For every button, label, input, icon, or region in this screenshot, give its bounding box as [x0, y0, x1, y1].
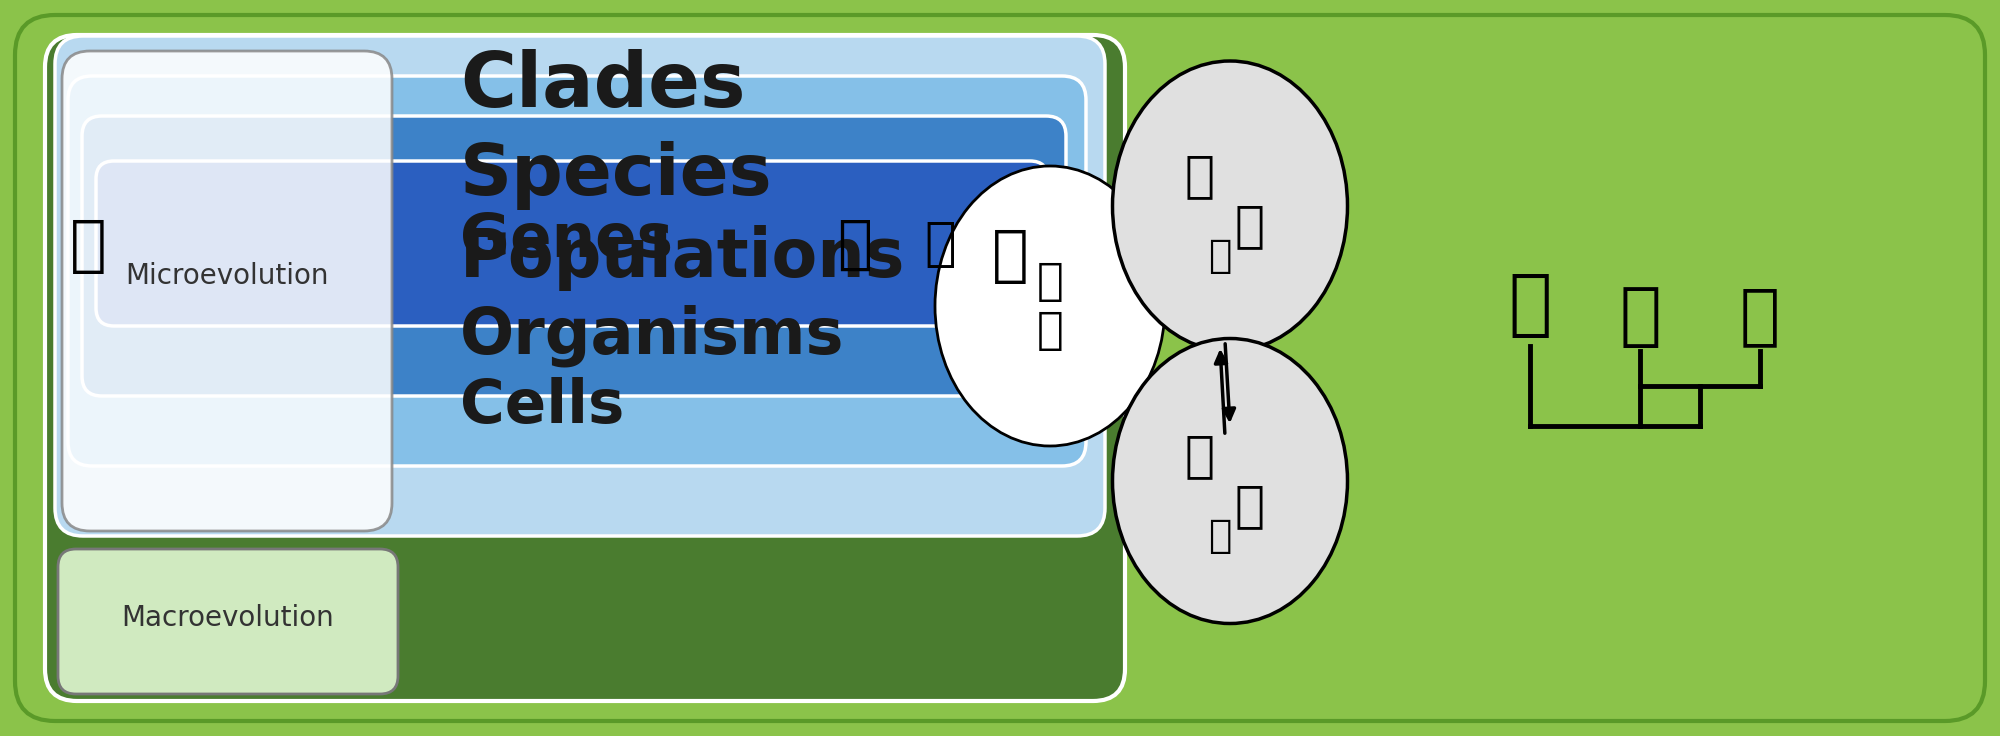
Text: 🦖: 🦖 [1184, 432, 1216, 480]
Text: Species: Species [460, 141, 772, 210]
Text: 🦖: 🦖 [1208, 517, 1232, 555]
FancyBboxPatch shape [56, 36, 1104, 536]
Text: 🦖: 🦖 [70, 216, 106, 275]
FancyBboxPatch shape [58, 549, 398, 694]
Text: 🦃: 🦃 [1740, 283, 1780, 349]
Text: 🦖: 🦖 [1236, 202, 1266, 250]
Ellipse shape [1112, 339, 1348, 623]
Text: 🦖: 🦖 [1208, 237, 1232, 275]
Text: 🦖: 🦖 [992, 227, 1028, 286]
Text: 🦖: 🦖 [1184, 152, 1216, 200]
Text: Macroevolution: Macroevolution [122, 604, 334, 632]
Ellipse shape [936, 166, 1164, 446]
FancyBboxPatch shape [44, 35, 1124, 701]
Text: Populations: Populations [460, 225, 906, 291]
Text: 🦠: 🦠 [924, 218, 956, 270]
FancyBboxPatch shape [62, 51, 392, 531]
Text: Microevolution: Microevolution [126, 262, 328, 290]
Text: 🦖
🦖: 🦖 🦖 [1036, 260, 1064, 353]
Ellipse shape [1112, 61, 1348, 351]
Text: 🦖: 🦖 [1620, 283, 1660, 350]
Text: Genes: Genes [460, 211, 672, 271]
FancyBboxPatch shape [96, 161, 1048, 326]
Text: Cells: Cells [460, 377, 624, 436]
FancyBboxPatch shape [16, 15, 1984, 721]
FancyBboxPatch shape [82, 116, 1066, 396]
Text: 🧬: 🧬 [838, 216, 872, 272]
Text: 🦕: 🦕 [1508, 272, 1552, 341]
Text: Organisms: Organisms [460, 305, 844, 367]
Text: 🦖: 🦖 [1236, 482, 1266, 530]
Text: Clades: Clades [460, 49, 746, 123]
FancyBboxPatch shape [68, 76, 1086, 466]
